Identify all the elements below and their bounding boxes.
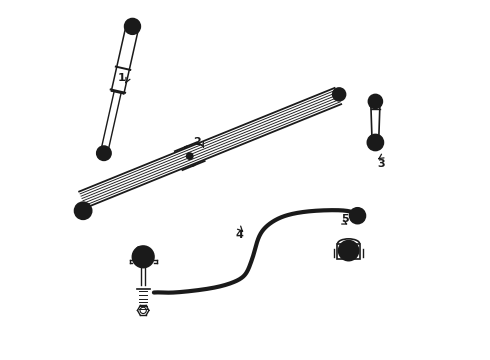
Circle shape xyxy=(333,88,345,101)
Circle shape xyxy=(124,18,140,34)
Circle shape xyxy=(187,153,193,159)
Circle shape xyxy=(74,202,92,219)
Text: 2: 2 xyxy=(193,138,200,148)
Circle shape xyxy=(132,246,154,267)
Bar xyxy=(337,244,360,260)
Text: 5: 5 xyxy=(341,214,349,224)
Circle shape xyxy=(368,134,383,150)
Circle shape xyxy=(350,208,366,224)
Text: 6: 6 xyxy=(134,247,142,256)
Text: 1: 1 xyxy=(118,73,125,83)
Circle shape xyxy=(339,240,359,261)
Circle shape xyxy=(368,94,382,108)
Text: 4: 4 xyxy=(236,230,244,240)
Text: 3: 3 xyxy=(377,159,385,169)
Circle shape xyxy=(97,146,111,160)
